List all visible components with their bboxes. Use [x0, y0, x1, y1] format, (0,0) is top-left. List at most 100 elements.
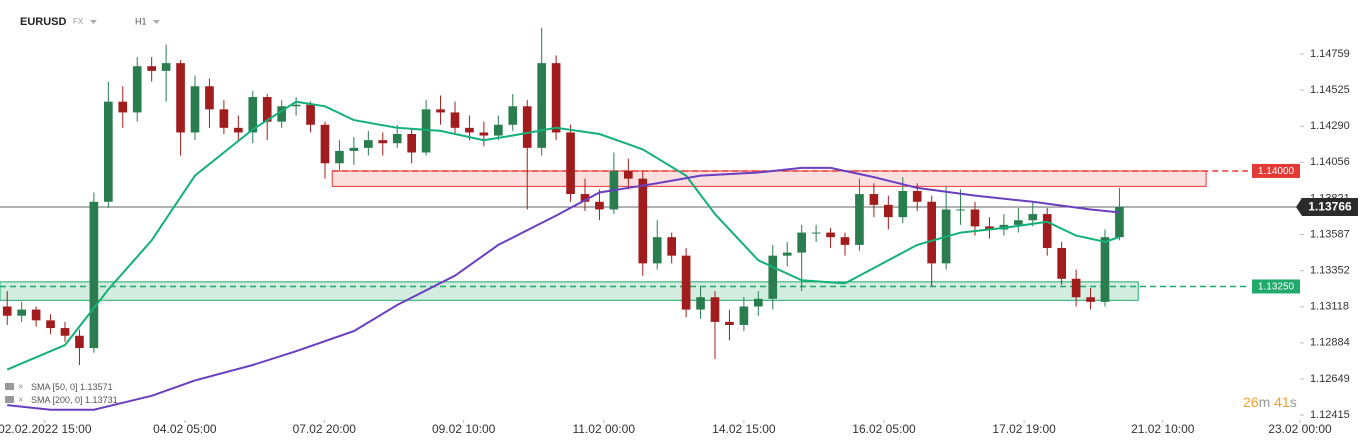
candle-body — [17, 309, 26, 316]
candle-body — [855, 194, 864, 245]
legend-icon[interactable] — [5, 383, 14, 390]
candle-body — [522, 106, 532, 148]
candle-body — [60, 328, 70, 336]
candle-body — [89, 201, 99, 349]
x-tick-label: 09.02 10:00 — [432, 422, 496, 436]
candle-body — [508, 106, 518, 125]
candle-body — [205, 86, 214, 110]
dropdown-arrow[interactable] — [153, 20, 160, 24]
candle-body — [667, 237, 676, 256]
market: FX — [73, 17, 84, 26]
candle-body — [277, 106, 286, 122]
candle-body — [479, 132, 489, 136]
candle-body — [595, 201, 604, 210]
candle-body — [219, 109, 229, 128]
x-tick-label: 07.02 20:00 — [293, 422, 357, 436]
legend-entry: SMA [50, 0] 1.13571 — [31, 382, 113, 392]
candle-body — [465, 127, 474, 133]
y-tick-label: 1.13118 — [1310, 301, 1349, 313]
candle-body — [161, 63, 171, 71]
candle-body — [104, 101, 113, 202]
candle-body — [985, 226, 994, 230]
candle-body — [725, 321, 734, 325]
candle-body — [624, 170, 633, 179]
candle-body — [580, 194, 590, 202]
candle-body — [551, 63, 561, 133]
candle-body — [754, 298, 763, 307]
candle-body — [190, 86, 200, 133]
sma-line — [6, 100, 1120, 371]
candle-body — [638, 178, 648, 264]
candle-body — [234, 127, 243, 133]
y-tick-label: 1.13587 — [1310, 228, 1350, 240]
timeframe[interactable]: H1 — [135, 16, 147, 26]
candle-body — [291, 104, 301, 107]
y-tick-label: 1.12884 — [1310, 337, 1350, 349]
candle-body — [335, 150, 344, 164]
candle-body — [537, 63, 546, 148]
level-label-bg — [1252, 163, 1300, 178]
plot-area: 1.147591.145251.142901.140561.138211.135… — [0, 27, 1358, 436]
x-tick-label: 02.02.2022 15:00 — [0, 422, 92, 436]
candle-body — [450, 112, 460, 128]
candle-body — [1115, 206, 1124, 238]
candle-body — [884, 204, 893, 218]
candle-body — [826, 232, 835, 238]
candle-body — [1100, 237, 1110, 302]
candle-body — [1014, 220, 1023, 225]
candle-body — [436, 109, 445, 113]
level-label-bg — [1252, 279, 1300, 294]
candle-body — [739, 306, 749, 325]
zone — [0, 281, 1139, 301]
candle-body — [898, 190, 908, 218]
x-tick-label: 04.02 05:00 — [153, 422, 217, 436]
candle-body — [912, 190, 922, 202]
candle-body — [811, 232, 821, 234]
legend: × SMA [50, 0] 1.13571 × SMA [200, 0] 1.1… — [5, 381, 118, 405]
candle-body — [147, 66, 156, 71]
candle-body — [696, 297, 705, 310]
dropdown-arrow[interactable] — [90, 20, 97, 24]
y-tick-label: 1.13352 — [1310, 265, 1350, 277]
candle-body — [378, 140, 388, 144]
y-tick-label: 1.12649 — [1310, 373, 1350, 385]
y-tick-label: 1.14759 — [1310, 48, 1350, 60]
candle-body — [262, 97, 272, 122]
y-tick-label: 1.12415 — [1310, 409, 1350, 421]
candle-body — [306, 104, 315, 125]
candle-body — [421, 109, 431, 153]
x-tick-label: 23.02 00:00 — [1268, 422, 1332, 436]
x-tick-label: 17.02 19:00 — [992, 422, 1056, 436]
candle-body — [320, 124, 330, 164]
legend-icon[interactable] — [5, 396, 14, 403]
legend-close[interactable]: × — [18, 381, 23, 391]
candle-body — [710, 297, 720, 322]
candle-body — [46, 320, 55, 329]
candle-body — [1057, 247, 1066, 279]
candle-body — [248, 97, 258, 133]
last-price-bg — [1296, 197, 1358, 216]
candle-body — [392, 133, 402, 144]
candle-body — [1071, 278, 1081, 298]
candle-body — [1086, 297, 1095, 302]
y-tick-label: 1.14525 — [1310, 84, 1350, 96]
candle-body — [75, 335, 84, 349]
y-tick-label: 1.14290 — [1310, 120, 1350, 132]
candle-body — [1028, 214, 1038, 221]
candle-body — [118, 101, 128, 113]
x-tick-label: 16.02 05:00 — [852, 422, 916, 436]
x-tick-label: 21.02 10:00 — [1131, 422, 1195, 436]
level-label: 1.13250 — [1258, 282, 1295, 293]
candle-body — [176, 63, 185, 133]
symbol[interactable]: EURUSD — [20, 16, 67, 28]
candle-body — [927, 201, 936, 264]
candle-body — [566, 132, 575, 195]
candle-timer: 26m 41s — [1243, 394, 1297, 410]
candle-body — [840, 237, 850, 245]
candle-body — [970, 209, 980, 227]
legend-close[interactable]: × — [18, 394, 23, 404]
x-tick-label: 11.02 00:00 — [573, 422, 636, 436]
